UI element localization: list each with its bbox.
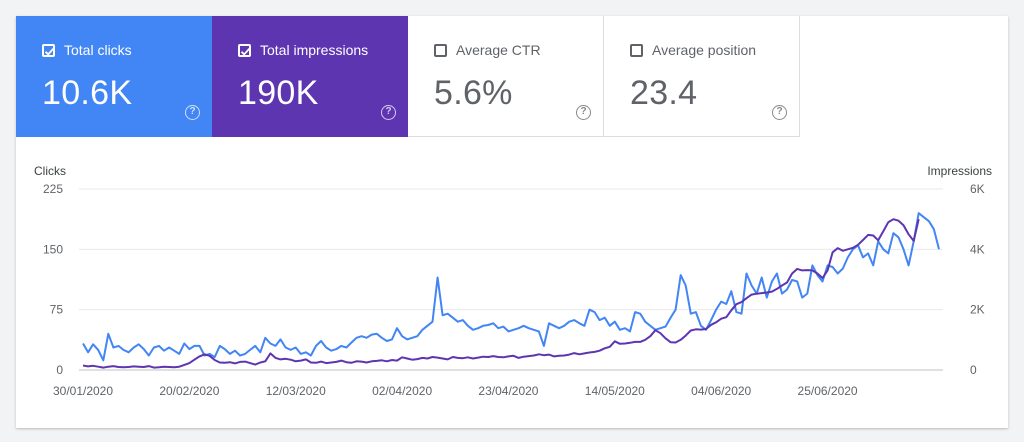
y-right-tick-label: 6K bbox=[970, 182, 985, 196]
grid-lines bbox=[79, 188, 943, 371]
y-left-tick-label: 225 bbox=[43, 182, 63, 196]
x-tick-label: 30/01/2020 bbox=[53, 384, 113, 398]
y-left-tick-label: 150 bbox=[43, 242, 63, 256]
x-tick-label: 12/03/2020 bbox=[266, 384, 326, 398]
series-line-impressions bbox=[82, 218, 920, 369]
x-tick-label: 23/04/2020 bbox=[478, 384, 538, 398]
y-right-tick-label: 0 bbox=[970, 363, 977, 377]
x-tick-label: 04/06/2020 bbox=[691, 384, 751, 398]
help-icon[interactable]: ? bbox=[772, 105, 787, 120]
metric-value: 190K bbox=[238, 74, 319, 112]
metric-value: 5.6% bbox=[434, 74, 513, 112]
series-line-clicks bbox=[82, 212, 940, 362]
checkbox-unchecked-icon[interactable] bbox=[434, 44, 447, 57]
x-axis: 30/01/2020 20/02/2020 12/03/2020 02/04/2020… bbox=[53, 384, 858, 398]
y-left-title: Clicks bbox=[34, 164, 66, 178]
metric-label: Average CTR bbox=[456, 42, 541, 58]
metric-total-impressions[interactable]: Total impressions 190K ? bbox=[212, 16, 408, 137]
line-chart: Clicks Impressions 0 75 150 225 0 2K 4K 6K 30/… bbox=[34, 164, 992, 398]
y-left-tick-label: 0 bbox=[56, 363, 63, 377]
y-right-tick-label: 4K bbox=[970, 242, 985, 256]
metric-label: Total clicks bbox=[64, 42, 132, 58]
metric-label: Total impressions bbox=[260, 42, 369, 58]
y-right-title: Impressions bbox=[927, 164, 992, 178]
series-lines bbox=[82, 212, 940, 369]
y-left-axis: 0 75 150 225 bbox=[43, 182, 63, 377]
x-tick-label: 20/02/2020 bbox=[159, 384, 219, 398]
metric-total-clicks[interactable]: Total clicks 10.6K ? bbox=[16, 16, 212, 137]
help-icon[interactable]: ? bbox=[185, 105, 200, 120]
checkbox-unchecked-icon[interactable] bbox=[630, 44, 643, 57]
performance-chart: Clicks Impressions 0 75 150 225 0 2K 4K 6K 30/… bbox=[16, 137, 1008, 428]
help-icon[interactable]: ? bbox=[576, 105, 591, 120]
y-right-axis: 0 2K 4K 6K bbox=[970, 182, 985, 377]
metric-value: 23.4 bbox=[630, 74, 698, 112]
x-tick-label: 25/06/2020 bbox=[798, 384, 858, 398]
performance-card: Total clicks 10.6K ? Total impressions 1… bbox=[16, 16, 1008, 428]
y-left-tick-label: 75 bbox=[50, 303, 64, 317]
checkbox-checked-icon[interactable] bbox=[42, 44, 55, 57]
metric-value: 10.6K bbox=[42, 74, 133, 112]
y-right-tick-label: 2K bbox=[970, 303, 985, 317]
metric-average-ctr[interactable]: Average CTR 5.6% ? bbox=[408, 16, 604, 137]
x-tick-label: 14/05/2020 bbox=[585, 384, 645, 398]
metric-tabs: Total clicks 10.6K ? Total impressions 1… bbox=[16, 16, 800, 137]
help-icon[interactable]: ? bbox=[381, 105, 396, 120]
checkbox-checked-icon[interactable] bbox=[238, 44, 251, 57]
x-tick-label: 02/04/2020 bbox=[372, 384, 432, 398]
metric-label: Average position bbox=[652, 42, 757, 58]
metric-average-position[interactable]: Average position 23.4 ? bbox=[604, 16, 800, 137]
